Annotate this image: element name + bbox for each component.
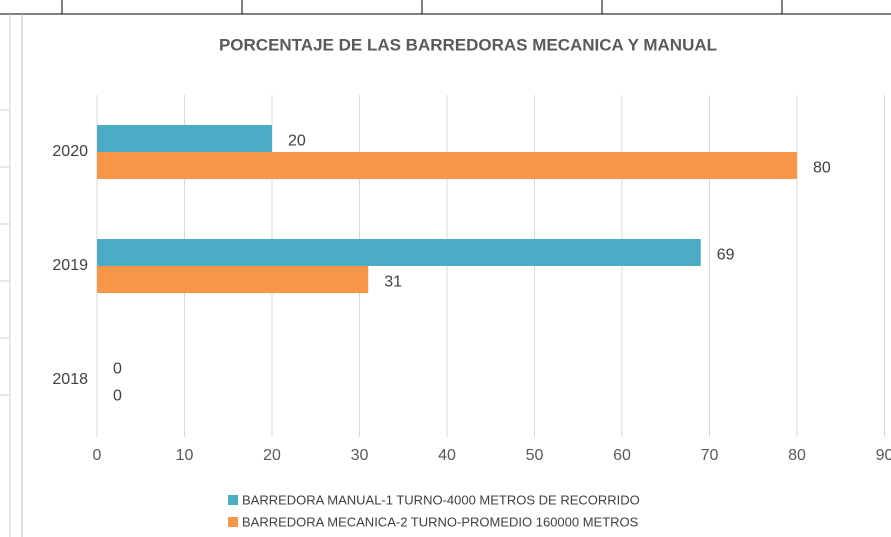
legend-swatch <box>228 517 238 527</box>
x-tick-label: 50 <box>526 447 544 464</box>
x-tick-label: 90 <box>876 447 891 464</box>
x-tick-label: 0 <box>93 447 102 464</box>
bar <box>97 266 369 293</box>
data-label: 80 <box>813 160 831 177</box>
data-label: 20 <box>288 133 306 150</box>
y-tick-label: 2020 <box>52 143 88 160</box>
bar <box>97 239 701 266</box>
x-tick-label: 20 <box>263 447 281 464</box>
data-label: 31 <box>384 274 402 291</box>
x-tick-label: 40 <box>438 447 456 464</box>
x-tick-label: 10 <box>176 447 194 464</box>
y-tick-label: 2019 <box>52 257 88 274</box>
legend-label: BARREDORA MECANICA-2 TURNO-PROMEDIO 1600… <box>242 514 639 529</box>
legend-swatch <box>228 495 238 505</box>
x-tick-label: 70 <box>701 447 719 464</box>
data-label: 0 <box>113 388 122 405</box>
x-tick-label: 80 <box>788 447 806 464</box>
x-tick-label: 30 <box>351 447 369 464</box>
data-label: 69 <box>717 247 735 264</box>
bar <box>97 125 272 152</box>
legend-label: BARREDORA MANUAL-1 TURNO-4000 METROS DE … <box>242 492 640 507</box>
x-tick-label: 60 <box>613 447 631 464</box>
y-tick-label: 2018 <box>52 371 88 388</box>
data-label: 0 <box>113 361 122 378</box>
chart-title: PORCENTAJE DE LAS BARREDORAS MECANICA Y … <box>219 35 717 54</box>
bar <box>97 152 797 179</box>
